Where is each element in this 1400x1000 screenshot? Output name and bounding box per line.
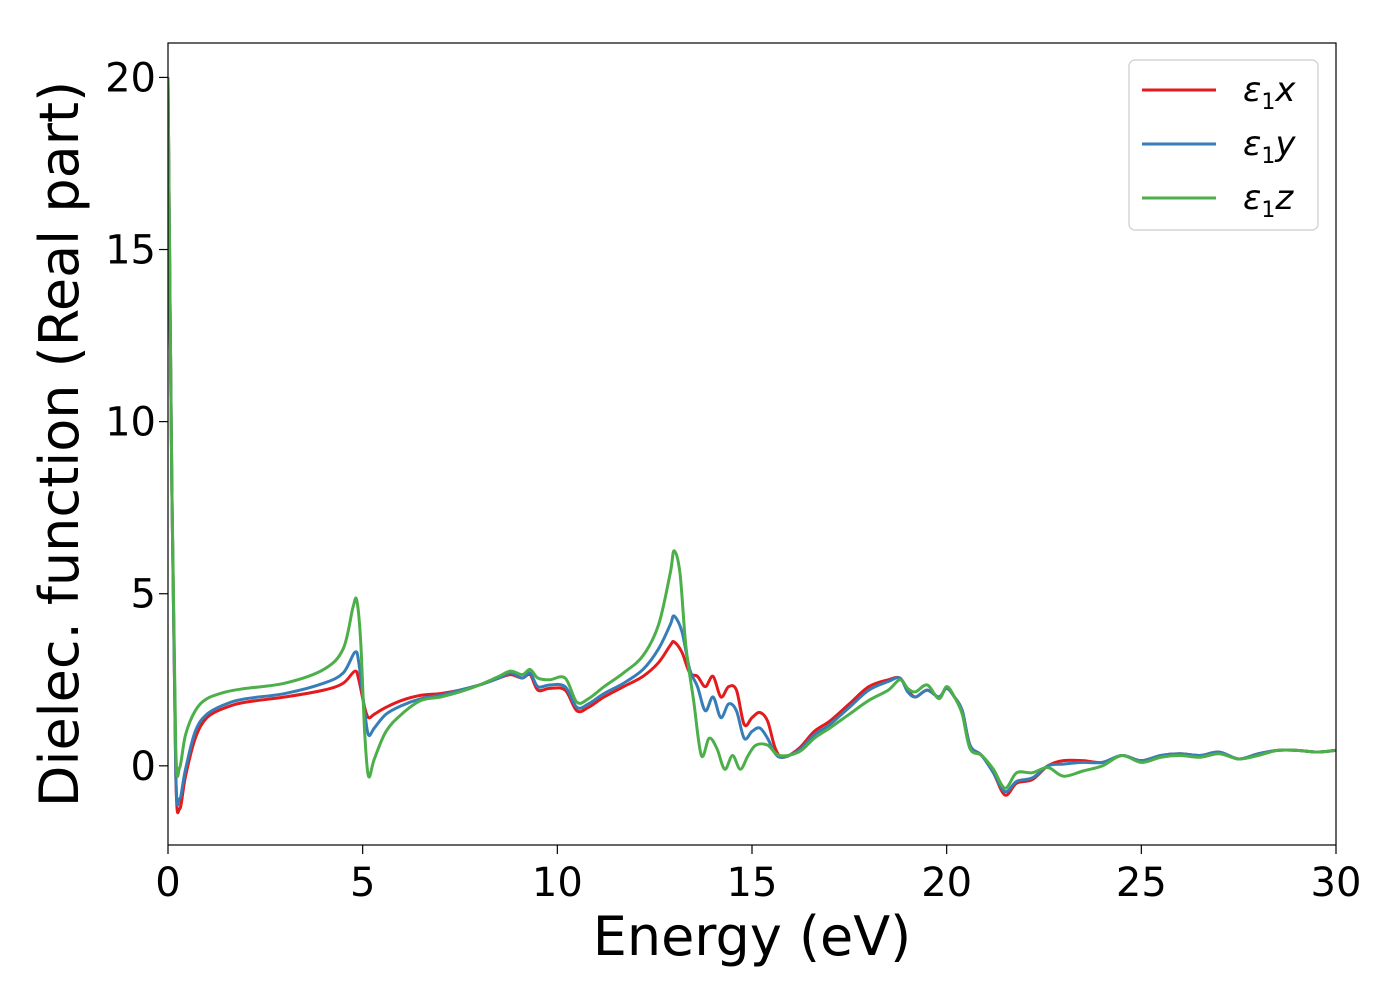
- series-line-y: [168, 77, 1336, 807]
- x-tick-label: 25: [1116, 860, 1167, 906]
- legend-label-y: ε1y: [1243, 124, 1296, 169]
- x-axis-title: Energy (eV): [593, 905, 912, 968]
- y-tick-label: 15: [105, 228, 156, 274]
- x-tick-label: 30: [1311, 860, 1362, 906]
- y-tick-label: 20: [105, 55, 156, 101]
- y-tick-label: 10: [105, 400, 156, 446]
- x-axis-ticks: 0 5 10 15 20 25 30: [155, 845, 1361, 906]
- y-tick-label: 5: [131, 572, 156, 618]
- y-tick-label: 0: [131, 744, 156, 790]
- y-axis-title: Dielec. function (Real part): [28, 81, 91, 807]
- series-layer: [168, 77, 1336, 815]
- legend-box: [1128, 59, 1319, 231]
- legend: ε1x ε1y ε1z: [1128, 59, 1319, 231]
- y-axis-ticks: 0 5 10 15 20: [105, 55, 168, 790]
- x-tick-label: 15: [727, 860, 778, 906]
- series-line-z: [168, 77, 1336, 790]
- x-tick-label: 0: [155, 860, 180, 906]
- x-tick-label: 10: [532, 860, 583, 906]
- x-tick-label: 5: [350, 860, 375, 906]
- legend-label-x: ε1x: [1243, 70, 1296, 115]
- x-tick-label: 20: [921, 860, 972, 906]
- legend-label-z: ε1z: [1243, 178, 1294, 223]
